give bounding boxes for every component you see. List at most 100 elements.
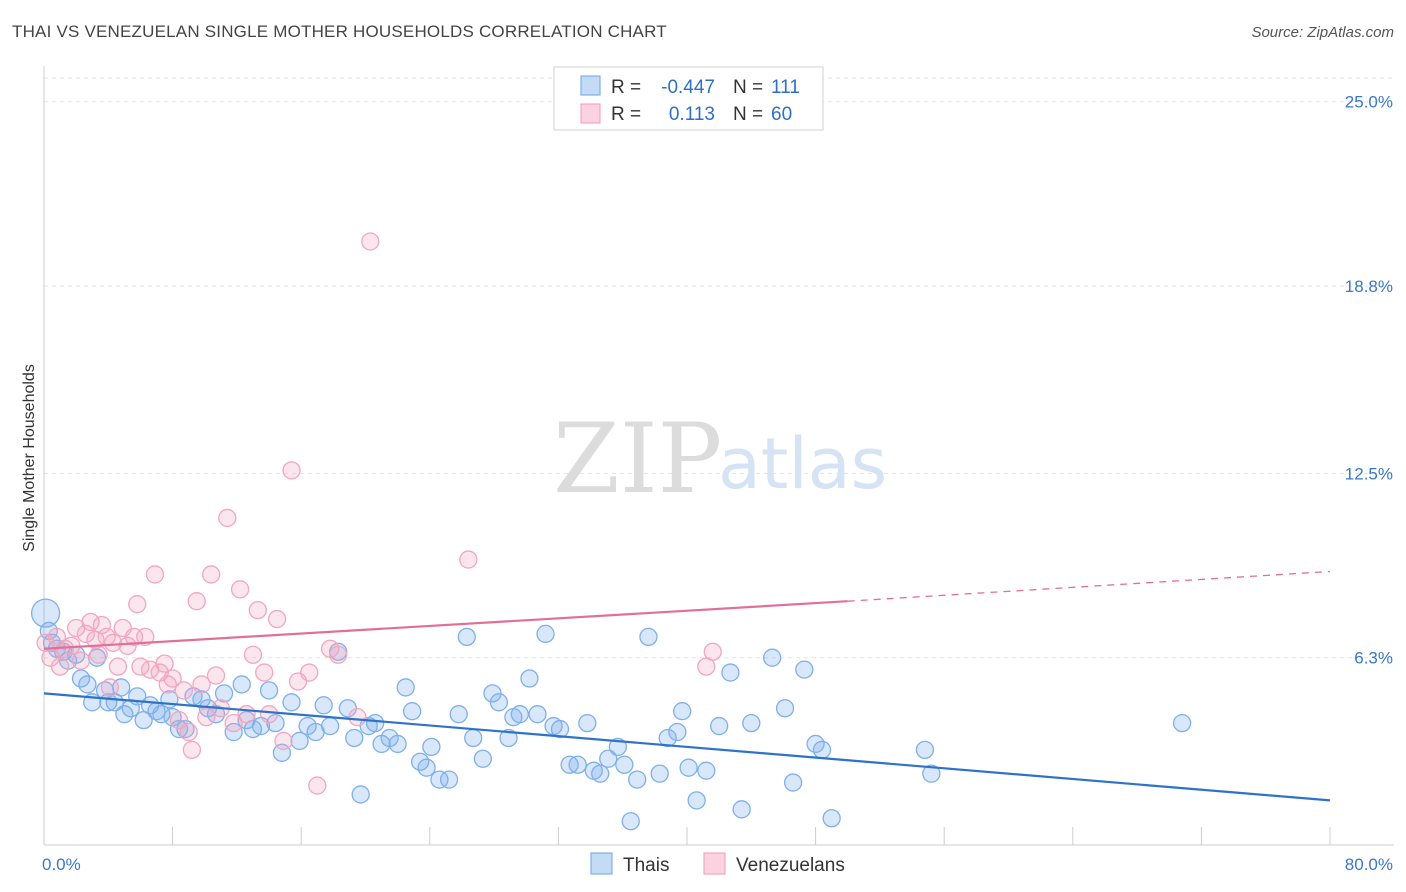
venezuelans-point-35 — [197, 708, 216, 727]
thais-point-92 — [697, 761, 716, 780]
thais-point-76 — [568, 755, 587, 774]
venezuelans-point-43 — [243, 645, 263, 664]
legend-swatch-thais — [580, 75, 601, 96]
thais-point-57 — [417, 758, 436, 777]
thais-point-95 — [732, 800, 751, 819]
thais-point-83 — [621, 812, 640, 831]
thais-point-53 — [388, 734, 407, 754]
watermark: ZIP atlas — [553, 403, 887, 515]
grid-lines — [44, 77, 1394, 659]
venezuelans-point-24 — [145, 565, 165, 584]
thais-trend-line — [43, 692, 1331, 802]
thais-point-66 — [489, 693, 509, 712]
thais-point-99 — [783, 773, 803, 792]
x-tick-label-1: 80.0% — [1345, 855, 1393, 874]
thais-point-64 — [473, 749, 492, 768]
chart-title: THAI VS VENEZUELAN SINGLE MOTHER HOUSEHO… — [12, 22, 667, 41]
venezuelans-point-32 — [182, 740, 202, 760]
x-tick-labels: 0.0% 80.0% — [42, 855, 1393, 874]
venezuelans-point-59 — [703, 642, 722, 661]
venezuelans-point-55 — [348, 708, 367, 727]
venezuelans-point-20 — [128, 595, 147, 614]
thais-point-81 — [608, 737, 628, 757]
thais-point-60 — [439, 770, 459, 789]
venezuelans-point-44 — [248, 600, 267, 620]
venezuelans-point-31 — [179, 722, 198, 742]
thais-point-61 — [449, 705, 468, 724]
legend-r-label-1: R = — [611, 104, 641, 125]
thais-point-47 — [345, 728, 364, 748]
thais-point-89 — [673, 702, 692, 721]
legend-n-label-0: N = — [733, 77, 763, 98]
thais-point-74 — [550, 719, 570, 739]
venezuelans-point-27 — [158, 675, 177, 694]
thais-point-70 — [520, 669, 539, 688]
thais-point-8 — [78, 675, 97, 694]
venezuelans-point-15 — [103, 633, 123, 652]
venezuelans-point-8 — [76, 624, 95, 644]
thais-point-63 — [464, 728, 483, 748]
venezuelans-point-51 — [300, 663, 319, 682]
venezuelans-point-28 — [163, 669, 182, 688]
thais-point-36 — [259, 681, 279, 700]
thais-point-82 — [615, 755, 634, 774]
legend-swatch-venezuelans — [580, 103, 601, 124]
venezuelans-point-45 — [255, 663, 274, 682]
thais-point-87 — [658, 728, 677, 748]
thais-point-48 — [351, 785, 370, 804]
venezuelans-point-37 — [206, 666, 226, 685]
thais-point-27 — [192, 690, 211, 709]
venezuelans-point-46 — [259, 705, 279, 724]
y-tick-label-1: 12.5% — [1345, 464, 1393, 483]
thais-point-58 — [422, 737, 441, 757]
venezuelans-point-34 — [192, 675, 211, 694]
series-legend-label-thais: Thais — [623, 855, 669, 876]
venezuelans-point-56 — [361, 232, 380, 251]
legend: R = -0.447 N = 111 R = 0.113 N = 60 — [553, 66, 824, 131]
thais-point-72 — [536, 624, 555, 644]
venezuelans-point-16 — [108, 657, 128, 676]
trend-lines — [43, 570, 1331, 802]
venezuelans-point-14 — [100, 678, 120, 697]
thais-point-103 — [822, 809, 841, 828]
y-tick-label-0: 6.3% — [1354, 649, 1393, 668]
thais-point-105 — [922, 764, 941, 783]
venezuelans-point-9 — [81, 612, 100, 632]
venezuelans-point-30 — [174, 681, 194, 700]
series-legend-label-venezuelans: Venezuelans — [736, 855, 845, 876]
venezuelans-point-18 — [118, 636, 137, 655]
chart-source: Source: ZipAtlas.com — [1251, 24, 1394, 41]
y-axis-label: Single Mother Households — [21, 364, 38, 552]
venezuelans-point-11 — [89, 645, 108, 664]
x-tick-label-0: 0.0% — [42, 855, 81, 874]
venezuelans-point-33 — [187, 592, 206, 611]
axes — [43, 66, 1394, 846]
thais-point-97 — [763, 648, 782, 667]
venezuelans-trend-line — [43, 600, 848, 650]
venezuelans-point-52 — [308, 776, 327, 795]
venezuelans-point-26 — [155, 654, 174, 673]
thais-point-67 — [499, 728, 518, 748]
thais-point-39 — [282, 693, 301, 712]
thais-point-37 — [266, 713, 285, 733]
thais-point-59 — [430, 770, 449, 789]
thais-point-100 — [795, 660, 814, 679]
thais-point-43 — [314, 696, 333, 715]
thais-point-84 — [628, 770, 647, 789]
thais-point-55 — [402, 702, 422, 721]
thais-point-80 — [599, 749, 618, 768]
venezuelans-point-54 — [329, 645, 348, 664]
thais-point-79 — [591, 764, 610, 783]
venezuelans-point-7 — [71, 651, 91, 670]
thais-point-77 — [578, 713, 597, 733]
legend-r-value-1: 0.113 — [669, 104, 715, 125]
y-tick-labels: 6.3% 12.5% 18.8% 25.0% — [1345, 93, 1393, 668]
venezuelans-point-57 — [459, 550, 478, 569]
thais-point-71 — [528, 705, 547, 724]
thais-point-98 — [775, 699, 795, 718]
venezuelans-point-39 — [218, 508, 237, 528]
venezuelans-point-49 — [282, 461, 301, 480]
venezuelans-trend-dashed — [847, 570, 1331, 602]
watermark-zip: ZIP — [553, 403, 722, 515]
